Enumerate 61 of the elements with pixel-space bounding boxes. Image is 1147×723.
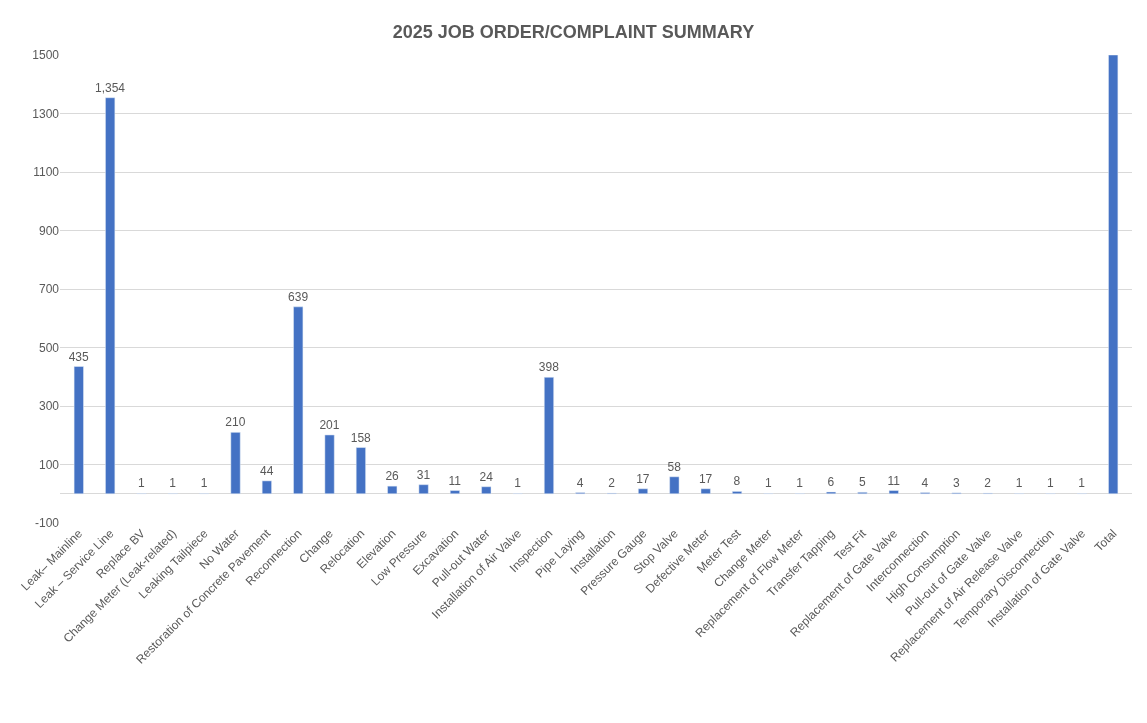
bar	[355, 447, 366, 494]
data-label: 4	[576, 475, 584, 490]
bar	[888, 490, 899, 494]
bar	[387, 485, 398, 494]
y-tick-label: 700	[38, 282, 60, 297]
data-label: 8	[733, 474, 741, 489]
bar	[324, 434, 335, 494]
bar	[73, 366, 84, 494]
bar	[1108, 55, 1119, 494]
data-label: 435	[68, 349, 89, 364]
data-label: 2	[608, 476, 616, 491]
data-label: 24	[479, 469, 494, 484]
data-label: 1	[514, 476, 522, 491]
data-label: 1	[138, 476, 145, 491]
data-label: 1	[1047, 476, 1054, 491]
y-tick-label: 900	[38, 223, 60, 238]
data-label: 398	[538, 360, 560, 375]
data-label: 4	[921, 475, 929, 490]
data-label: 1	[764, 476, 772, 491]
data-label: 1	[200, 476, 208, 491]
y-tick-label: -100	[34, 516, 60, 531]
data-label: 6	[827, 475, 835, 489]
y-tick-label: 500	[38, 340, 60, 355]
y-tick-label: 1100	[33, 165, 60, 180]
y-tick-label: 300	[38, 399, 60, 414]
data-label: 201	[319, 417, 340, 432]
bar	[230, 432, 241, 494]
data-label: 5	[858, 475, 866, 490]
data-label: 639	[288, 289, 309, 304]
data-label: 44	[260, 463, 274, 478]
bar	[261, 480, 272, 494]
bar	[418, 484, 429, 494]
data-label: 158	[350, 430, 372, 445]
data-label: 210	[225, 415, 246, 430]
y-tick-label: 1500	[32, 48, 60, 63]
data-label: 3	[952, 475, 960, 490]
bar	[450, 490, 460, 494]
data-label: 2	[984, 476, 992, 491]
bar	[293, 306, 304, 494]
data-label: 1,354	[94, 80, 126, 95]
data-label: 11	[448, 473, 462, 488]
data-label: 26	[385, 469, 400, 484]
bar	[732, 491, 742, 494]
bar	[544, 377, 554, 494]
y-tick-label: 1300	[32, 106, 60, 121]
data-label: 31	[416, 467, 431, 482]
data-label: 17	[636, 471, 650, 486]
bar	[669, 476, 680, 494]
data-label: 1	[1078, 476, 1086, 491]
data-label: 1	[796, 476, 804, 491]
bar	[105, 97, 116, 494]
data-label: 58	[667, 459, 682, 474]
bar	[638, 488, 648, 494]
data-label: 1	[1015, 476, 1023, 491]
data-label: 11	[887, 473, 901, 488]
y-tick-label: 100	[38, 457, 60, 472]
bar	[700, 488, 711, 494]
bar	[481, 486, 492, 494]
data-label: 17	[698, 471, 713, 486]
chart-title: 2025 JOB ORDER/COMPLAINT SUMMARY	[392, 21, 755, 42]
data-label: 1	[169, 476, 177, 491]
